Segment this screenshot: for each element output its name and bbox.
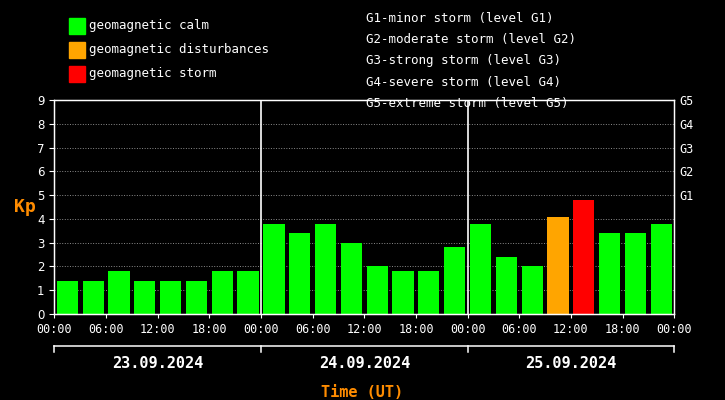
Bar bbox=[444, 248, 465, 314]
Bar bbox=[160, 281, 181, 314]
Bar bbox=[496, 257, 517, 314]
Bar bbox=[392, 271, 414, 314]
Bar bbox=[521, 266, 543, 314]
Text: 24.09.2024: 24.09.2024 bbox=[319, 356, 410, 372]
Bar bbox=[238, 271, 259, 314]
Text: G1-minor storm (level G1): G1-minor storm (level G1) bbox=[366, 12, 554, 25]
Bar bbox=[263, 224, 284, 314]
Bar bbox=[651, 224, 672, 314]
Bar bbox=[599, 233, 621, 314]
Bar bbox=[108, 271, 130, 314]
Bar bbox=[341, 243, 362, 314]
Bar bbox=[57, 281, 78, 314]
Text: geomagnetic calm: geomagnetic calm bbox=[89, 20, 210, 32]
Bar bbox=[315, 224, 336, 314]
Text: 25.09.2024: 25.09.2024 bbox=[526, 356, 616, 372]
Bar bbox=[134, 281, 155, 314]
Bar bbox=[289, 233, 310, 314]
Bar bbox=[625, 233, 646, 314]
Text: Kp: Kp bbox=[14, 198, 36, 216]
Text: Time (UT): Time (UT) bbox=[321, 385, 404, 400]
Text: G5-extreme storm (level G5): G5-extreme storm (level G5) bbox=[366, 97, 568, 110]
Bar bbox=[212, 271, 233, 314]
Text: G4-severe storm (level G4): G4-severe storm (level G4) bbox=[366, 76, 561, 89]
Bar bbox=[418, 271, 439, 314]
Text: geomagnetic storm: geomagnetic storm bbox=[89, 68, 217, 80]
Bar bbox=[367, 266, 388, 314]
Bar bbox=[573, 200, 594, 314]
Bar bbox=[83, 281, 104, 314]
Bar bbox=[470, 224, 491, 314]
Text: geomagnetic disturbances: geomagnetic disturbances bbox=[89, 44, 269, 56]
Text: 23.09.2024: 23.09.2024 bbox=[112, 356, 203, 372]
Text: G3-strong storm (level G3): G3-strong storm (level G3) bbox=[366, 54, 561, 67]
Bar bbox=[186, 281, 207, 314]
Text: G2-moderate storm (level G2): G2-moderate storm (level G2) bbox=[366, 33, 576, 46]
Bar bbox=[547, 216, 568, 314]
